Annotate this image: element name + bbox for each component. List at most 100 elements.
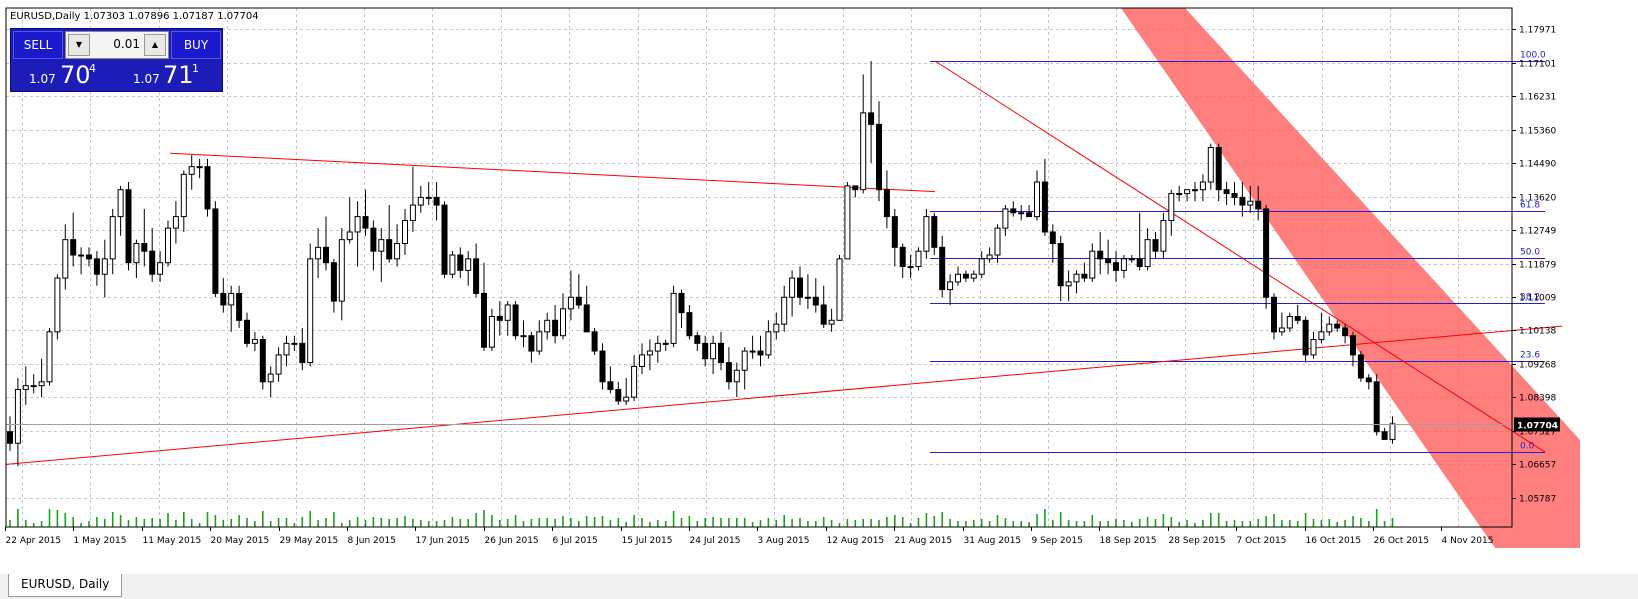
candle-body-bear	[1239, 196, 1246, 206]
candle	[1318, 312, 1325, 344]
buy-price-display[interactable]: 1.07 71 1	[117, 60, 221, 90]
candle-body-bull	[567, 296, 574, 310]
candle	[599, 343, 606, 390]
candle	[259, 335, 266, 390]
candle-body-bear	[852, 185, 859, 191]
candle	[1002, 205, 1009, 236]
sell-price-display[interactable]: 1.07 70 4	[13, 60, 118, 90]
candle	[457, 247, 464, 279]
candle	[868, 61, 875, 163]
candle	[607, 366, 614, 394]
candle	[639, 343, 645, 375]
candle-body-bull	[560, 308, 566, 337]
candle-body-bull	[765, 331, 772, 356]
candle	[496, 301, 503, 336]
candle	[907, 255, 914, 279]
candle	[330, 258, 337, 313]
candle	[986, 247, 993, 263]
regression-channel	[1121, 8, 1580, 548]
candle	[686, 304, 693, 340]
candle	[1334, 320, 1341, 332]
candle-body-bull	[409, 204, 416, 221]
candle	[86, 247, 92, 267]
y-tick-label: 1.13620	[1519, 194, 1556, 204]
candle	[338, 228, 345, 321]
candle-body-bull	[1278, 327, 1285, 333]
candle	[567, 270, 574, 321]
y-tick-label: 1.06657	[1519, 461, 1556, 471]
candle-body-bull	[307, 258, 314, 364]
candle	[765, 320, 772, 359]
candle	[212, 201, 219, 298]
candle-body-bull	[1128, 258, 1135, 261]
candle-body-bull	[30, 385, 37, 388]
x-tick-label: 3 Aug 2015	[758, 536, 810, 546]
lot-size-input[interactable]	[92, 34, 140, 54]
candle-body-bull	[1184, 189, 1191, 195]
lot-decrease-icon[interactable]: ▼	[68, 34, 90, 56]
buy-button[interactable]: BUY	[171, 31, 221, 59]
candle-body-bull	[402, 219, 408, 244]
chart-tab-eurusd-daily[interactable]: EURUSD, Daily	[8, 574, 123, 597]
candle	[615, 381, 622, 405]
candle	[1310, 331, 1317, 359]
x-tick-label: 17 Jun 2015	[416, 536, 470, 546]
sell-button[interactable]: SELL	[13, 31, 63, 59]
candle	[1199, 174, 1206, 202]
candle-body-bull	[1160, 219, 1167, 252]
candle	[291, 335, 298, 352]
candle-body-bear	[797, 277, 803, 298]
candle-body-bull	[251, 339, 258, 344]
candle-body-bear	[362, 216, 369, 229]
plot-border	[5, 7, 1513, 528]
candle-body-bull	[1318, 331, 1325, 341]
chart-area[interactable]: 100.0 61.8 50.0 38.2 23.6 0.0 1.07704 1.17971…	[0, 0, 1638, 574]
candle-body-bear	[481, 292, 487, 348]
current-price-line-layer: 1.07704	[6, 417, 1560, 432]
one-click-trading-panel: SELL ▼ ▲ BUY 1.07 70 4 1.07 71 1	[10, 28, 223, 92]
candle-body-bear	[441, 204, 448, 275]
candle-body-bear	[1294, 315, 1301, 321]
candle-body-bear	[876, 123, 882, 191]
candle	[1113, 251, 1119, 282]
candle	[315, 228, 322, 279]
candle-body-bull	[22, 385, 29, 390]
buy-price-prefix: 1.07	[133, 72, 160, 86]
support-trendline	[5, 325, 1563, 465]
candle-body-bull	[504, 304, 511, 321]
candle	[204, 158, 211, 217]
candle	[267, 366, 274, 398]
candlestick-chart[interactable]: 100.061.850.038.223.60.0 1.07704 1.17971…	[0, 0, 1638, 574]
candle-body-bull	[283, 342, 290, 356]
candle-body-bull	[781, 296, 788, 325]
candle-body-bear	[718, 342, 724, 364]
x-tick-label: 15 Jul 2015	[622, 536, 673, 546]
candle	[1342, 324, 1349, 344]
candle-body-bull	[639, 354, 645, 367]
lot-size-box: ▼ ▲	[65, 31, 169, 59]
buy-price-fraction: 1	[192, 62, 199, 75]
candle-body-bear	[204, 166, 211, 210]
candle	[1271, 293, 1277, 340]
candle-body-bear	[820, 304, 827, 325]
candle-body-bull	[14, 388, 21, 444]
candle-body-bull	[544, 319, 551, 333]
candle	[62, 224, 69, 290]
y-tick-label: 1.14490	[1519, 160, 1556, 170]
lot-increase-icon[interactable]: ▲	[144, 34, 166, 56]
candle-body-bull	[646, 350, 653, 356]
candle-body-bull	[180, 173, 187, 218]
candle	[1073, 270, 1080, 294]
candle	[149, 228, 156, 282]
candle-body-bull	[741, 350, 748, 371]
candle	[710, 335, 717, 375]
candle	[789, 270, 796, 317]
fib-anchor-trendline	[934, 60, 1546, 453]
candle-body-bull	[631, 365, 638, 398]
candle	[101, 239, 108, 298]
candle-body-bear	[433, 196, 440, 206]
candle-body-bear	[141, 242, 148, 252]
candle-body-bear	[1113, 262, 1119, 271]
candle-body-bear	[70, 239, 77, 256]
resistance-trendline	[169, 152, 936, 193]
